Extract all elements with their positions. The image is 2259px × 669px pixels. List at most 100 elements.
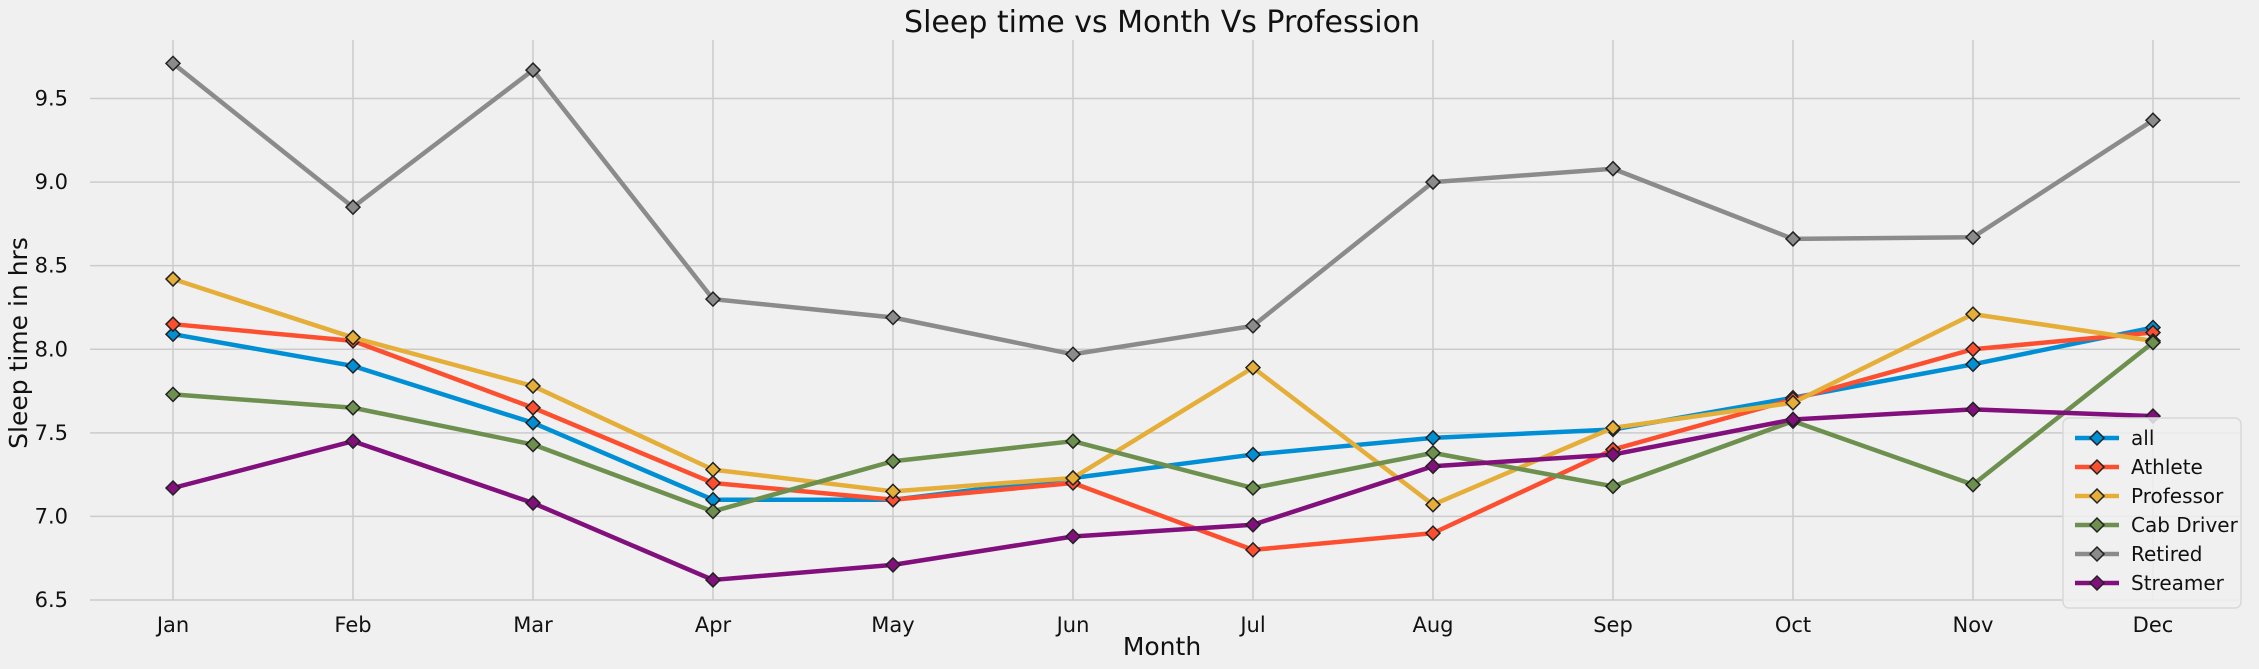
y-tick-label: 7.5: [35, 421, 68, 445]
series-layer: [164, 55, 2162, 589]
data-point: [884, 491, 902, 508]
legend-label: Retired: [2131, 542, 2202, 566]
data-point: [884, 453, 902, 470]
legend-item: Athlete: [2075, 455, 2203, 479]
data-point: [344, 357, 362, 375]
data-point: [1064, 346, 1082, 363]
data-point: [1604, 160, 1622, 177]
legend-item: Retired: [2075, 542, 2202, 566]
x-tick-label: May: [871, 613, 914, 637]
x-tick-label: Feb: [334, 613, 371, 637]
x-tick-label: Mar: [513, 613, 553, 637]
data-point: [704, 461, 722, 478]
data-point: [1064, 528, 1082, 545]
legend-label: all: [2131, 426, 2154, 450]
data-point: [1784, 230, 1802, 247]
legend-label: Cab Driver: [2131, 513, 2239, 537]
data-point: [524, 494, 542, 512]
data-point: [164, 55, 182, 72]
data-point: [344, 199, 362, 216]
data-point: [1424, 525, 1442, 542]
data-point: [1964, 306, 1982, 323]
legend-label: Streamer: [2131, 571, 2225, 595]
data-point: [704, 503, 722, 520]
data-point: [1604, 419, 1622, 436]
series-streamer: [164, 401, 2162, 589]
y-tick-label: 9.0: [35, 170, 68, 194]
data-point: [1604, 478, 1622, 495]
x-tick-label: Oct: [1775, 613, 1811, 637]
series-line: [170, 61, 2156, 357]
y-tick-label: 8.5: [35, 254, 68, 278]
data-point: [524, 62, 542, 79]
data-point: [164, 479, 182, 497]
data-point: [344, 329, 362, 346]
x-ticks: Jan Feb Mar Apr May Jun Jul Aug Sep Oct Nov Dec: [155, 613, 2174, 637]
legend-label: Professor: [2131, 484, 2224, 508]
data-point: [1964, 401, 1982, 418]
legend-item: Streamer: [2075, 571, 2225, 595]
data-point: [1964, 476, 1982, 493]
data-point: [164, 386, 182, 403]
series-cab-driver: [164, 334, 2162, 520]
legend-marker: [2088, 574, 2106, 592]
data-point: [1244, 479, 1262, 497]
data-point: [1244, 446, 1262, 463]
data-point: [344, 433, 362, 450]
data-point: [1964, 341, 1982, 358]
y-tick-label: 8.0: [35, 337, 68, 361]
y-ticks: 6.5 7.0 7.5 8.0 8.5 9.0 9.5: [35, 87, 68, 612]
legend-marker: [2088, 545, 2106, 563]
data-point: [164, 316, 182, 333]
x-tick-label: Sep: [1593, 613, 1633, 637]
legend-marker: [2088, 429, 2106, 447]
data-point: [524, 414, 542, 431]
data-point: [164, 270, 182, 288]
data-point: [1424, 174, 1442, 191]
data-point: [524, 377, 542, 395]
series-retired: [164, 55, 2162, 363]
series-line: [170, 276, 2156, 507]
series-line: [170, 321, 2156, 553]
x-tick-label: Nov: [1953, 613, 1994, 637]
data-point: [164, 326, 182, 343]
data-point: [2144, 334, 2162, 351]
x-tick-label: Jun: [1055, 613, 1090, 637]
data-point: [524, 399, 542, 416]
x-tick-label: Jan: [155, 613, 189, 637]
y-axis-label: Sleep time in hrs: [4, 237, 33, 449]
data-point: [884, 556, 902, 573]
legend-label: Athlete: [2131, 455, 2203, 479]
data-point: [704, 291, 722, 308]
data-point: [1424, 496, 1442, 513]
legend-marker: [2088, 516, 2106, 534]
data-point: [1424, 458, 1442, 475]
data-point: [1244, 516, 1262, 533]
chart-title: Sleep time vs Month Vs Profession: [904, 5, 1420, 40]
data-point: [884, 309, 902, 326]
data-point: [1784, 394, 1802, 411]
data-point: [1064, 469, 1082, 487]
data-point: [1964, 356, 1982, 373]
y-tick-label: 7.0: [35, 504, 68, 528]
legend-marker: [2088, 458, 2106, 476]
y-tick-label: 6.5: [35, 588, 68, 612]
data-point: [884, 483, 902, 500]
series-line: [170, 407, 2156, 583]
y-tick-label: 9.5: [35, 87, 68, 111]
x-tick-label: Apr: [695, 613, 732, 637]
x-axis-label: Month: [1123, 632, 1201, 661]
data-point: [1244, 541, 1262, 558]
legend-item: all: [2075, 426, 2154, 450]
series-line: [170, 340, 2156, 514]
data-point: [1244, 359, 1262, 376]
x-tick-label: Jul: [1238, 613, 1265, 637]
data-point: [1784, 411, 1802, 428]
x-tick-label: Aug: [1412, 613, 1453, 637]
data-point: [1604, 446, 1622, 463]
x-tick-label: Dec: [2133, 613, 2174, 637]
data-point: [1964, 229, 1982, 246]
legend-item: Professor: [2075, 484, 2224, 508]
data-point: [704, 571, 722, 589]
